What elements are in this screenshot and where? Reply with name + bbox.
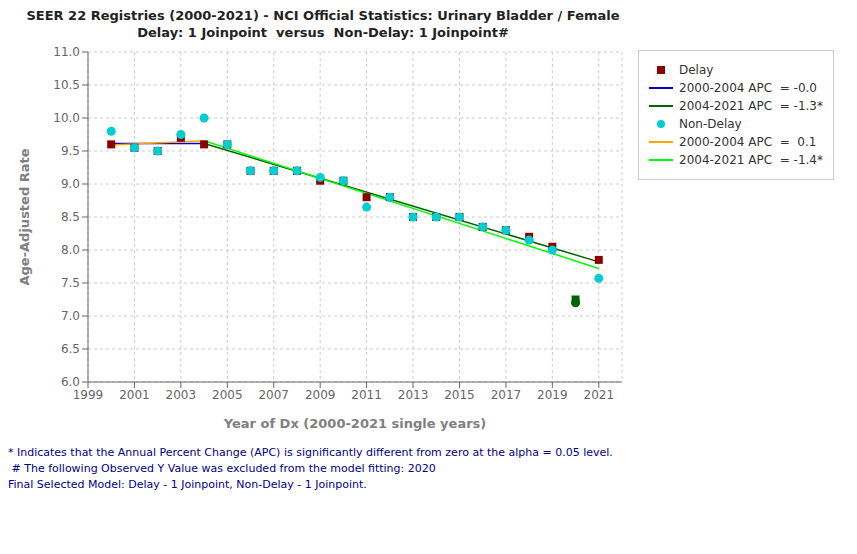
html-text:2000-2004 APC = 0.1: 2000-2004 APC = 0.1 <box>679 135 817 149</box>
svg-text:2007: 2007 <box>258 388 289 402</box>
svg-text:2013: 2013 <box>398 388 429 402</box>
html-text:2000-2004 APC = -0.0: 2000-2004 APC = -0.0 <box>679 81 817 95</box>
svg-text:8.0: 8.0 <box>61 243 80 257</box>
svg-text:9.5: 9.5 <box>61 144 80 158</box>
svg-text:7.5: 7.5 <box>61 276 80 290</box>
svg-text:10.0: 10.0 <box>53 111 80 125</box>
svg-text:2001: 2001 <box>119 388 150 402</box>
svg-text:1999: 1999 <box>73 388 104 402</box>
svg-text:8.5: 8.5 <box>61 210 80 224</box>
svg-text:7.0: 7.0 <box>61 309 80 323</box>
svg-text:10.5: 10.5 <box>53 78 80 92</box>
html-text:Non-Delay: Non-Delay <box>679 117 742 131</box>
svg-text:Age-Adjusted Rate: Age-Adjusted Rate <box>17 148 32 285</box>
svg-text:2017: 2017 <box>491 388 522 402</box>
svg-text:6.0: 6.0 <box>61 375 80 389</box>
svg-text:2019: 2019 <box>537 388 568 402</box>
html-text:Delay: Delay <box>679 63 714 77</box>
svg-text:2005: 2005 <box>212 388 243 402</box>
html-text:Delay: 1 Joinpoint versus Non-: Delay: 1 Joinpoint versus Non-Delay: 1 J… <box>137 25 509 40</box>
html-text:* Indicates that the Annual Pe: * Indicates that the Annual Percent Chan… <box>8 446 613 459</box>
svg-text:6.5: 6.5 <box>61 342 80 356</box>
html-text:Final Selected Model: Delay -: Final Selected Model: Delay - 1 Joinpoin… <box>8 478 367 491</box>
svg-text:Year of Dx (2000-2021 single y: Year of Dx (2000-2021 single years) <box>223 416 487 431</box>
html-text:# The following Observed Y Val: # The following Observed Y Value was exc… <box>8 462 436 475</box>
svg-text:11.0: 11.0 <box>53 45 80 59</box>
html-text:SEER 22 Registries (2000-2021): SEER 22 Registries (2000-2021) - NCI Off… <box>26 8 620 23</box>
svg-text:2015: 2015 <box>444 388 475 402</box>
svg-text:2021: 2021 <box>584 388 615 402</box>
svg-text:2011: 2011 <box>351 388 382 402</box>
html-text:2004-2021 APC = -1.3*: 2004-2021 APC = -1.3* <box>679 99 823 113</box>
svg-text:2009: 2009 <box>305 388 336 402</box>
svg-text:2003: 2003 <box>166 388 197 402</box>
html-text:2004-2021 APC = -1.4*: 2004-2021 APC = -1.4* <box>679 153 823 167</box>
svg-text:9.0: 9.0 <box>61 177 80 191</box>
